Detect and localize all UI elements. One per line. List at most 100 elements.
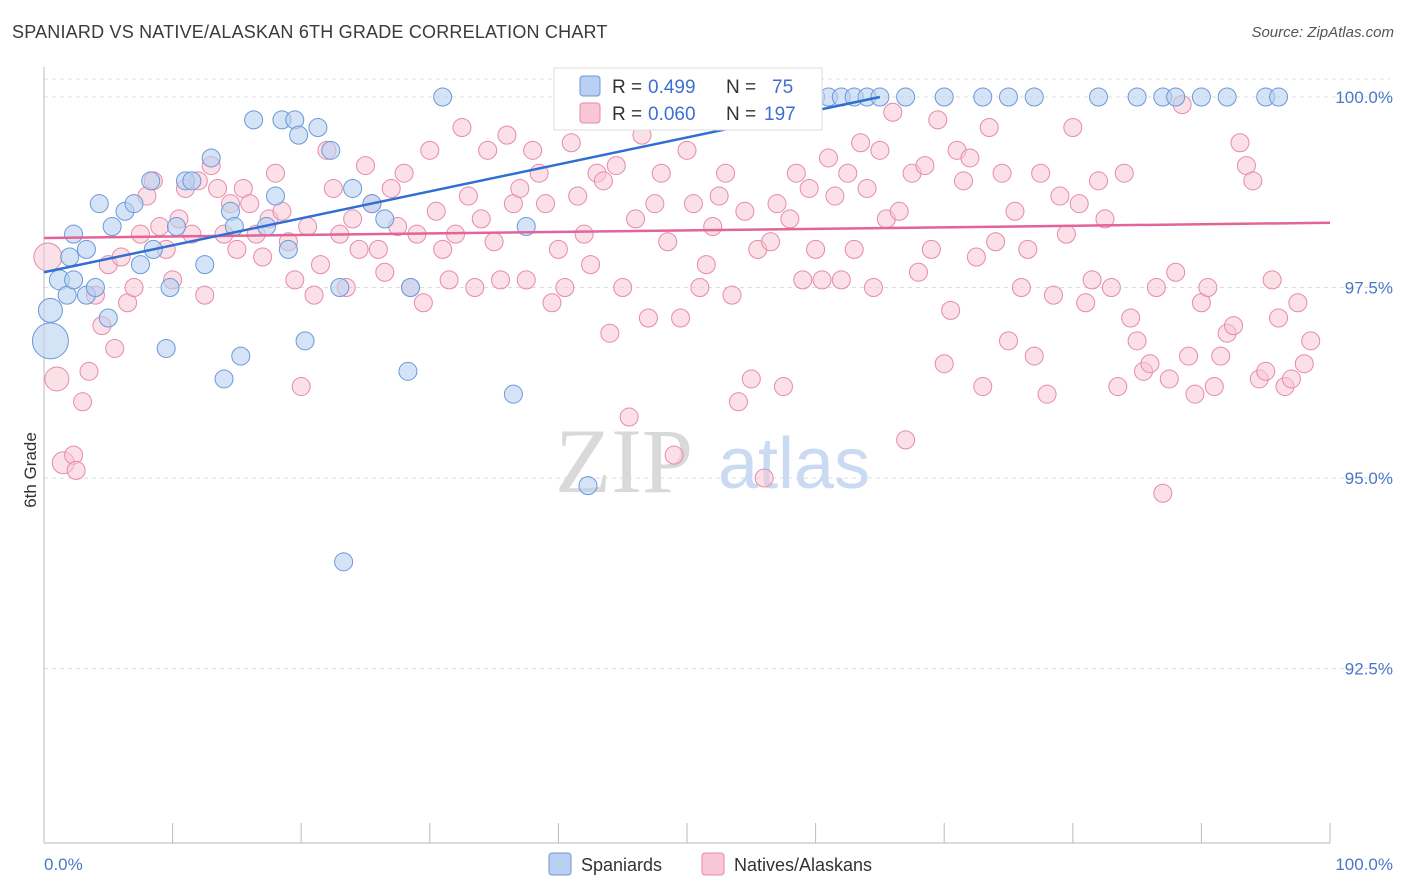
spaniards-points [31,87,1289,572]
natives-point [458,186,478,206]
natives-point [285,270,305,290]
natives-point [516,270,536,290]
natives-point [793,270,813,290]
natives-point [310,255,330,275]
natives-point [1256,361,1276,381]
natives-point [381,178,401,198]
natives-point [696,255,716,275]
spaniards-point [295,331,315,351]
natives-point [568,186,588,206]
natives-point [986,232,1006,252]
natives-point [908,262,928,282]
natives-point [767,194,787,214]
natives-point [44,366,70,392]
natives-point [626,209,646,229]
natives-point [555,278,575,297]
natives-point [773,377,793,397]
natives-point [291,377,311,397]
natives-point [420,140,440,160]
spaniards-point [934,87,954,107]
natives-point [349,239,369,259]
natives-point [671,308,691,328]
spaniards-point [375,209,395,229]
natives-point [999,331,1018,351]
natives-point [150,217,170,237]
legend-natives-swatch [701,852,725,876]
natives-point [465,278,485,297]
natives-point [619,407,639,427]
spaniards-point [321,140,341,160]
natives-point [1069,194,1089,214]
natives-point [722,285,742,305]
natives-point [581,255,601,275]
natives-point [1095,209,1115,229]
spaniards-point [64,270,84,290]
natives-point [523,140,543,160]
natives-point [870,140,890,160]
spaniards-point [278,239,298,259]
natives-point [426,201,446,221]
spaniards-point [195,255,215,275]
source-label: Source: ZipAtlas.com [1251,24,1394,41]
legend-n-label-1: N = [726,77,756,98]
legend-r-label-2: R = [612,104,642,125]
natives-point [304,285,324,305]
natives-point [716,163,736,183]
natives-point [439,270,459,290]
natives-point [664,445,684,465]
y-tick-label: 92.5% [1345,660,1393,679]
natives-point [1011,278,1031,297]
spaniards-point [1191,87,1211,107]
natives-point [1294,354,1314,374]
natives-point [1018,239,1038,259]
spaniards-point [343,178,363,198]
natives-point [1056,224,1076,244]
spaniards-point [60,247,80,267]
spaniards-point [37,297,63,323]
natives-point [73,392,93,412]
natives-point [497,125,517,145]
natives-point [992,163,1012,183]
axes [43,67,1331,844]
natives-point [915,156,935,176]
natives-point [600,323,620,343]
spaniards-point [85,278,105,297]
spaniards-point [1024,87,1044,107]
natives-point [356,156,375,176]
natives-point [831,270,851,290]
natives-point [896,430,916,450]
natives-point [561,133,581,153]
y-axis-title: 6th Grade [21,432,40,508]
watermark-atlas: atlas [718,424,870,504]
natives-point [786,163,806,183]
natives-point [1063,117,1083,137]
spaniards-point [201,148,221,168]
natives-point [1114,163,1134,183]
spaniards-point [214,369,234,389]
spaniards-point [31,322,69,360]
spaniards-point [503,384,523,404]
natives-point [973,377,993,397]
spaniards-n-value: 75 [772,77,793,98]
natives-point [1153,483,1173,503]
natives-point [1101,278,1121,297]
natives-point [1050,186,1070,206]
spaniards-point [156,338,176,358]
natives-point [105,338,125,358]
natives-legend-swatch [579,102,601,124]
natives-point [728,392,748,412]
natives-point [645,194,665,214]
natives-point [548,239,568,259]
spaniards-point [231,346,251,366]
natives-point [838,163,858,183]
natives-point [1262,270,1282,290]
spaniards-point [896,87,916,107]
x-tick-label: 0.0% [44,855,83,874]
natives-point [883,102,903,122]
natives-point [741,369,761,389]
natives-point [1288,293,1308,313]
natives-point [812,270,832,290]
natives-n-value: 197 [764,104,796,125]
chart-title: SPANIARD VS NATIVE/ALASKAN 6TH GRADE COR… [12,22,608,42]
